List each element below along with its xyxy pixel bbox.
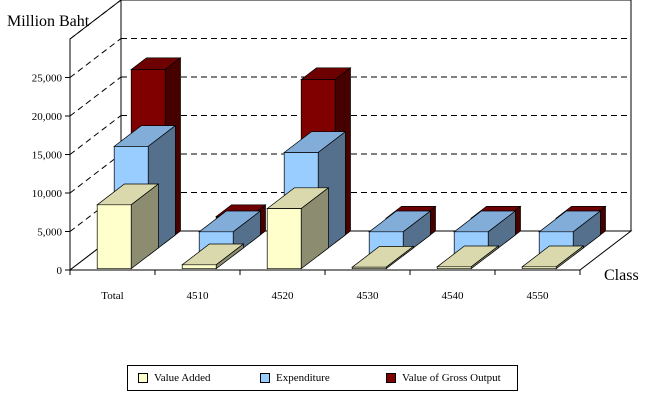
y-tick-label: 20,000 (32, 111, 63, 123)
bar-front-face (181, 264, 217, 270)
y-tick-label: 25,000 (32, 73, 63, 85)
bar (436, 245, 500, 270)
gridline-side (69, 38, 122, 78)
legend-item-gross-output: Value of Gross Output (386, 372, 501, 384)
x-tick-label: 4540 (442, 290, 465, 302)
legend: Value Added Expenditure Value of Gross O… (127, 365, 518, 391)
gridline-side (69, 0, 122, 40)
y-tick-label: 5,000 (37, 227, 62, 239)
bar (266, 187, 330, 270)
bar-front-face (351, 266, 387, 270)
bar-front-face (96, 204, 132, 270)
bar (181, 243, 245, 270)
legend-label-expenditure: Expenditure (276, 372, 330, 384)
x-tick-label: 4550 (527, 290, 550, 302)
bar (351, 245, 415, 270)
legend-item-expenditure: Expenditure (260, 372, 330, 384)
x-tick-label: 4510 (187, 290, 210, 302)
y-tick-label: 10,000 (32, 188, 63, 200)
gridline-side (69, 76, 122, 117)
legend-item-value-added: Value Added (138, 372, 211, 384)
bar (521, 245, 585, 270)
gridline-side (69, 153, 122, 194)
bar-front-face (436, 266, 472, 270)
bar-front-face (521, 266, 557, 270)
x-tick-label: 4530 (357, 290, 380, 302)
legend-label-gross-output: Value of Gross Output (402, 372, 501, 384)
x-tick-label: 4520 (272, 290, 295, 302)
legend-swatch-gross-output (386, 373, 396, 383)
legend-label-value-added: Value Added (154, 372, 211, 384)
x-axis-title: Class (604, 267, 639, 284)
legend-swatch-value-added (138, 373, 148, 383)
y-tick-label: 0 (57, 265, 63, 277)
legend-swatch-expenditure (260, 373, 270, 383)
x-tick-label: Total (101, 290, 123, 302)
gridline-side (69, 115, 122, 155)
bar (96, 183, 160, 270)
bar-front-face (266, 208, 302, 270)
y-axis-title: Million Baht (7, 13, 90, 30)
y-tick-label: 15,000 (32, 150, 63, 162)
